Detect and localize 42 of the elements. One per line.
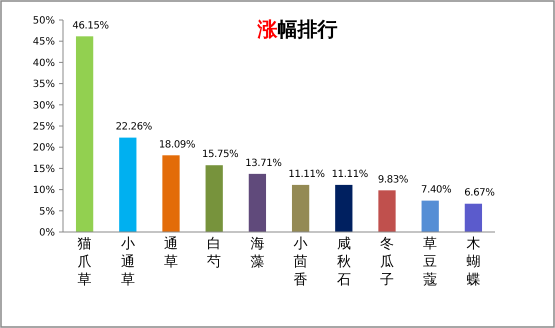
x-tick-label: 冬瓜子 bbox=[380, 236, 394, 288]
data-label: 11.11% bbox=[332, 168, 368, 180]
x-tick-label: 小通草 bbox=[120, 236, 135, 288]
y-tick-label: 40% bbox=[32, 58, 55, 69]
x-tick-label: 木蝴蝶 bbox=[466, 236, 480, 288]
y-tick-label: 5% bbox=[39, 206, 55, 218]
bar bbox=[76, 36, 94, 232]
data-label: 13.71% bbox=[245, 158, 282, 169]
x-tick-label: 海藻 bbox=[250, 236, 264, 270]
data-label: 22.26% bbox=[116, 122, 152, 133]
data-label: 15.75% bbox=[202, 149, 238, 160]
bar bbox=[206, 165, 223, 232]
x-tick-label: 草豆蔻 bbox=[423, 236, 438, 288]
y-tick-label: 25% bbox=[32, 122, 55, 132]
y-tick-label: 15% bbox=[32, 164, 55, 175]
data-label: 46.15% bbox=[72, 20, 109, 32]
y-tick-label: 45% bbox=[32, 36, 55, 48]
bar bbox=[464, 204, 482, 232]
y-tick-label: 35% bbox=[32, 79, 55, 90]
y-tick-label: 0% bbox=[39, 228, 55, 238]
y-tick-label: 20% bbox=[32, 142, 55, 154]
bar bbox=[422, 200, 439, 232]
bar bbox=[292, 184, 310, 232]
bar bbox=[119, 138, 136, 232]
y-tick-label: 10% bbox=[32, 185, 55, 196]
chart-title: 涨幅排行 bbox=[256, 17, 338, 41]
x-tick-label: 白芍 bbox=[207, 236, 222, 270]
x-tick-label: 咸秋石 bbox=[336, 236, 351, 288]
bar bbox=[335, 184, 352, 232]
y-tick-label: 30% bbox=[32, 100, 55, 112]
x-tick-label: 通草 bbox=[164, 236, 178, 270]
data-label: 7.40% bbox=[421, 184, 452, 196]
data-label: 6.67% bbox=[464, 188, 495, 199]
x-tick-label: 猫爪草 bbox=[78, 236, 92, 288]
x-tick-label: 小茴香 bbox=[294, 236, 308, 288]
data-label: 11.11% bbox=[288, 168, 325, 180]
bar bbox=[248, 174, 266, 232]
bar bbox=[378, 190, 396, 232]
bar bbox=[162, 155, 180, 232]
data-label: 9.83% bbox=[378, 174, 408, 186]
data-label: 18.09% bbox=[158, 139, 196, 150]
y-tick-label: 50% bbox=[32, 16, 55, 26]
